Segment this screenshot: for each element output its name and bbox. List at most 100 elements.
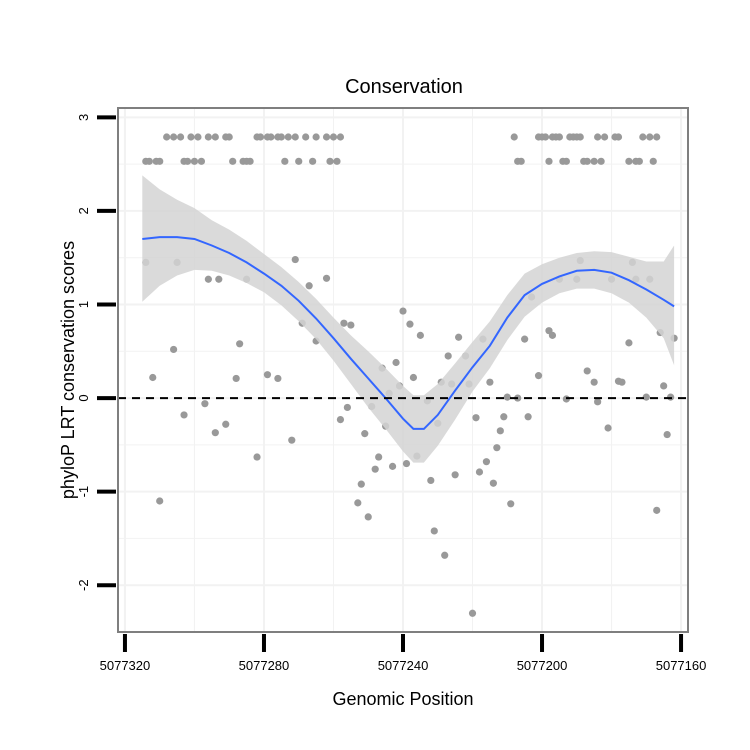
data-point bbox=[309, 157, 317, 165]
data-point bbox=[427, 476, 435, 485]
y-tick-label: 0 bbox=[76, 394, 91, 401]
data-point bbox=[507, 500, 515, 508]
data-point bbox=[281, 157, 289, 165]
data-point bbox=[156, 157, 164, 165]
data-point bbox=[482, 458, 491, 466]
data-point bbox=[534, 372, 543, 380]
data-point bbox=[263, 371, 272, 379]
data-point bbox=[625, 339, 633, 347]
data-point bbox=[340, 319, 348, 327]
data-point bbox=[430, 527, 438, 535]
data-point bbox=[594, 398, 602, 406]
data-point bbox=[222, 420, 230, 428]
data-point bbox=[357, 480, 365, 488]
data-point bbox=[524, 413, 532, 421]
data-point bbox=[475, 468, 484, 476]
data-point bbox=[229, 157, 237, 165]
data-point bbox=[548, 331, 557, 339]
data-point bbox=[451, 471, 459, 479]
data-point bbox=[215, 275, 223, 283]
plot-area bbox=[118, 108, 688, 632]
data-point bbox=[361, 430, 369, 438]
data-point bbox=[354, 499, 362, 507]
data-point bbox=[399, 307, 407, 315]
data-point bbox=[503, 393, 511, 401]
data-point bbox=[201, 400, 209, 408]
data-point bbox=[204, 133, 212, 141]
x-axis-title: Genomic Position bbox=[332, 689, 473, 709]
data-point bbox=[510, 133, 518, 141]
data-point bbox=[600, 133, 609, 141]
data-point bbox=[291, 255, 299, 264]
data-point bbox=[388, 462, 397, 470]
data-point bbox=[472, 414, 480, 422]
data-point bbox=[521, 335, 529, 343]
data-point bbox=[163, 133, 171, 141]
data-point bbox=[336, 133, 345, 141]
data-point bbox=[493, 444, 501, 452]
data-point bbox=[583, 367, 591, 375]
data-point bbox=[256, 133, 265, 141]
axes: -2 -1 0 1 2 3 5077320 5077280 5077240 5077200 5077… bbox=[76, 114, 706, 673]
y-tick-label: 3 bbox=[76, 114, 91, 121]
data-point bbox=[187, 133, 195, 141]
data-point bbox=[653, 133, 661, 141]
data-point bbox=[322, 274, 331, 282]
data-point bbox=[583, 157, 591, 165]
data-point bbox=[646, 133, 654, 141]
data-point bbox=[576, 133, 584, 141]
data-point bbox=[364, 513, 372, 521]
data-point bbox=[562, 157, 570, 165]
data-point bbox=[347, 321, 355, 329]
data-point bbox=[246, 157, 254, 165]
x-tick-label: 5077160 bbox=[656, 658, 707, 673]
y-tick-label: -1 bbox=[76, 486, 91, 498]
data-point bbox=[555, 133, 564, 141]
data-point bbox=[284, 133, 292, 141]
data-point bbox=[663, 430, 671, 439]
data-point bbox=[517, 157, 525, 165]
data-point bbox=[274, 374, 282, 383]
data-point bbox=[468, 609, 477, 617]
data-point bbox=[329, 133, 338, 141]
data-point bbox=[176, 133, 185, 141]
data-point bbox=[635, 157, 643, 165]
data-point bbox=[444, 352, 452, 360]
data-point bbox=[333, 157, 341, 165]
data-point bbox=[642, 393, 650, 401]
confidence-ribbon bbox=[142, 175, 675, 463]
data-point bbox=[170, 345, 178, 354]
x-tick-label: 5077240 bbox=[378, 658, 429, 673]
smooth-line bbox=[142, 236, 675, 430]
data-point bbox=[660, 382, 668, 390]
data-point bbox=[489, 479, 497, 487]
y-tick-label: -2 bbox=[76, 579, 91, 591]
data-point bbox=[649, 157, 657, 165]
data-point bbox=[409, 373, 418, 382]
x-tick-label: 5077320 bbox=[100, 658, 151, 673]
data-point bbox=[288, 436, 296, 444]
data-point bbox=[416, 331, 424, 339]
data-point bbox=[295, 157, 303, 165]
data-point bbox=[545, 157, 553, 165]
data-point bbox=[597, 157, 605, 165]
data-point bbox=[232, 374, 240, 383]
data-point bbox=[149, 373, 157, 382]
data-point bbox=[145, 157, 153, 165]
data-point bbox=[371, 465, 379, 473]
data-point bbox=[204, 275, 212, 283]
data-point bbox=[194, 133, 202, 141]
data-point bbox=[183, 157, 192, 165]
data-point bbox=[236, 340, 244, 348]
data-point bbox=[312, 133, 320, 141]
data-point bbox=[326, 157, 334, 165]
data-point bbox=[406, 320, 414, 328]
data-point bbox=[197, 157, 206, 165]
plot-frame bbox=[117, 107, 689, 633]
data-point bbox=[291, 133, 299, 141]
data-point bbox=[590, 378, 598, 386]
data-point bbox=[253, 453, 261, 461]
data-point bbox=[604, 424, 612, 432]
data-point bbox=[625, 157, 633, 165]
data-point bbox=[392, 358, 400, 367]
